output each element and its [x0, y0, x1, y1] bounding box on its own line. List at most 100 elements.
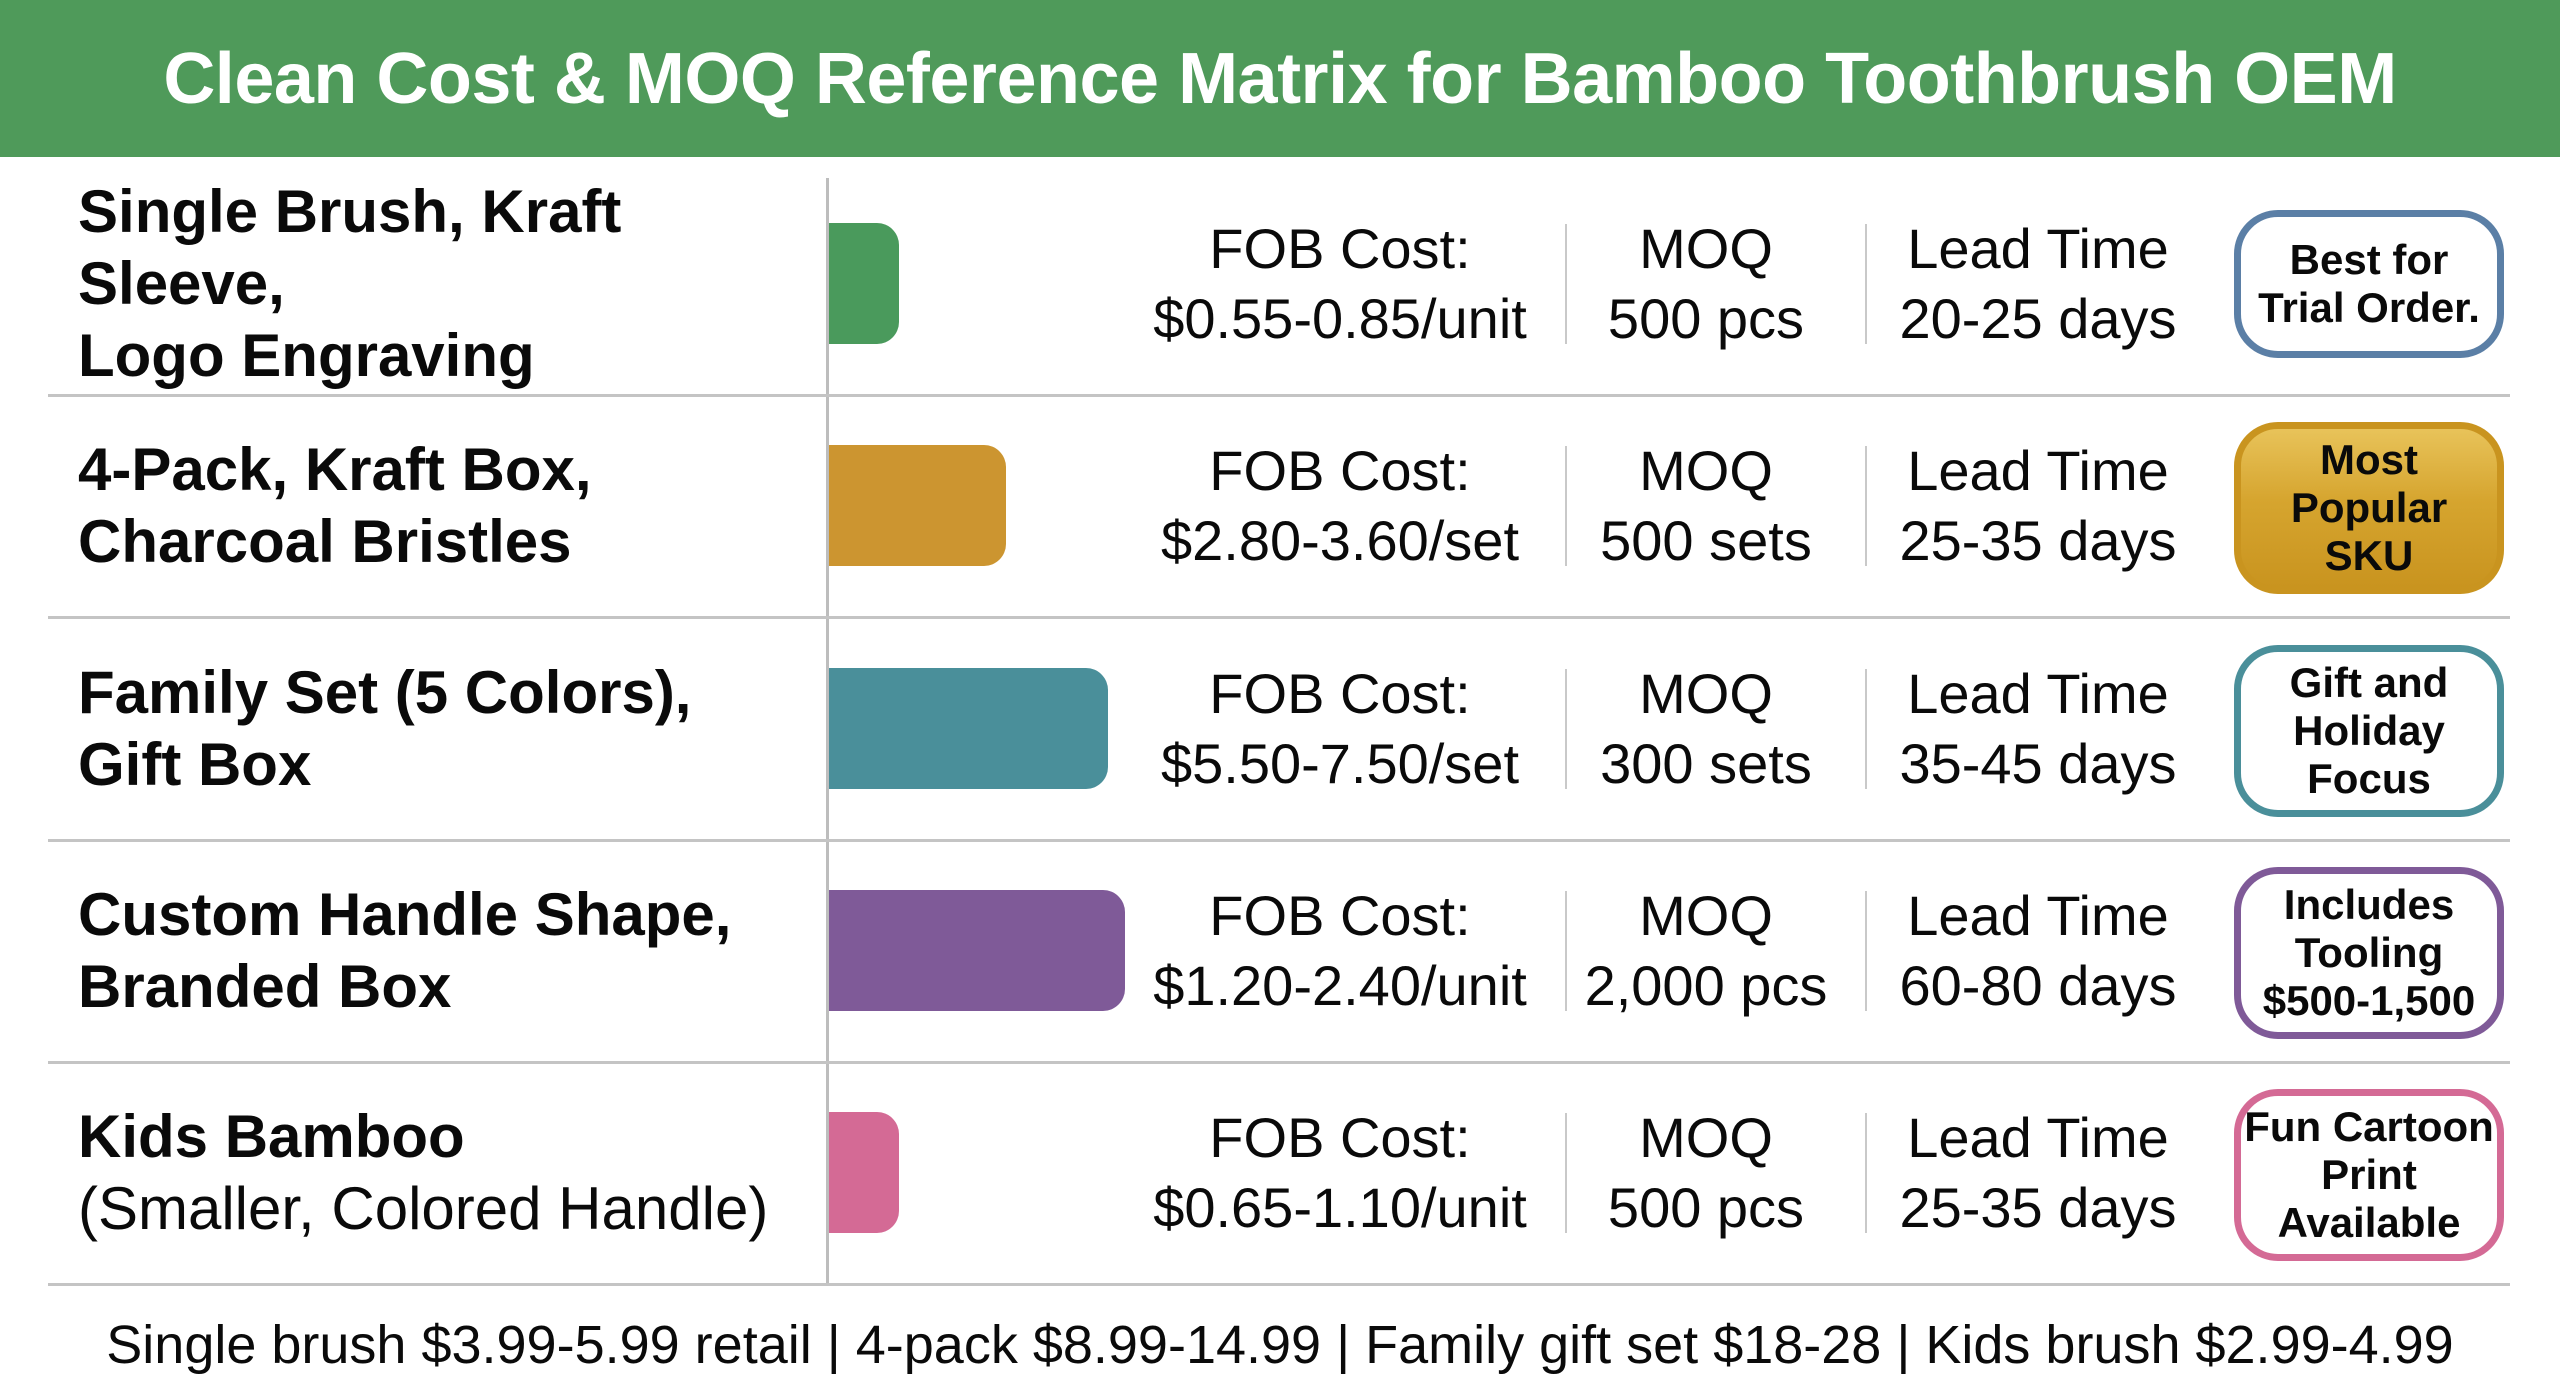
fob-cost-value: $1.20-2.40/unit — [1153, 953, 1527, 1017]
product-label-line1: Family Set (5 Colors), — [78, 658, 692, 726]
table-row: Custom Handle Shape, Branded Box FOB Cost:… — [0, 839, 2560, 1064]
badge-text-line: Focus — [2307, 755, 2431, 802]
label-column-divider — [826, 178, 829, 1284]
lead-time-label: Lead Time — [1907, 216, 2169, 280]
cost-bar — [829, 223, 899, 344]
table-row: Family Set (5 Colors), Gift Box FOB Cost: $… — [0, 617, 2560, 842]
moq-label: MOQ — [1639, 1105, 1773, 1169]
fob-cost-label: FOB Cost: — [1209, 661, 1471, 725]
moq-value: 500 sets — [1600, 508, 1812, 572]
product-label: Kids Bamboo (Smaller, Colored Handle) — [78, 1061, 818, 1284]
fob-cost-label: FOB Cost: — [1209, 438, 1471, 502]
note-badge: Best for Trial Order. — [2234, 210, 2504, 358]
column-separator — [1565, 891, 1567, 1011]
lead-time-value: 25-35 days — [1899, 508, 2177, 572]
fob-cost-cell: FOB Cost: $0.55-0.85/unit — [1130, 172, 1550, 395]
product-label: Custom Handle Shape, Branded Box — [78, 839, 818, 1062]
product-label-line1: Kids Bamboo — [78, 1102, 465, 1170]
cost-bar — [829, 890, 1125, 1011]
fob-cost-label: FOB Cost: — [1209, 216, 1471, 280]
moq-cell: MOQ 500 pcs — [1568, 172, 1844, 395]
product-label-line2: Logo Engraving — [78, 321, 535, 389]
product-label-line1: Custom Handle Shape, — [78, 880, 732, 948]
moq-label: MOQ — [1639, 883, 1773, 947]
badge-text-line: Holiday — [2293, 707, 2445, 754]
moq-cell: MOQ 500 sets — [1568, 394, 1844, 617]
product-label-line2: Charcoal Bristles — [78, 507, 572, 575]
column-separator — [1565, 224, 1567, 344]
fob-cost-cell: FOB Cost: $1.20-2.40/unit — [1130, 839, 1550, 1062]
badge-text-line: Trial Order. — [2258, 284, 2480, 331]
product-label-line1: Single Brush, Kraft Sleeve, — [78, 177, 622, 317]
cost-bar — [829, 1112, 899, 1233]
badge-text-line: Gift and — [2289, 659, 2449, 706]
badge-text-line: Tooling — [2294, 929, 2444, 976]
table-row: Single Brush, Kraft Sleeve, Logo Engravin… — [0, 172, 2560, 397]
product-label-line2: (Smaller, Colored Handle) — [78, 1174, 769, 1242]
moq-value: 500 pcs — [1607, 286, 1805, 350]
table-row: Kids Bamboo (Smaller, Colored Handle) FOB … — [0, 1061, 2560, 1286]
lead-time-value: 25-35 days — [1899, 1175, 2177, 1239]
moq-label: MOQ — [1639, 438, 1773, 502]
lead-time-label: Lead Time — [1907, 661, 2169, 725]
product-label: 4-Pack, Kraft Box, Charcoal Bristles — [78, 394, 818, 617]
note-badge: Gift and Holiday Focus — [2234, 645, 2504, 817]
fob-cost-value: $5.50-7.50/set — [1160, 731, 1520, 795]
lead-time-value: 20-25 days — [1899, 286, 2177, 350]
note-badge: Most Popular SKU — [2234, 422, 2504, 594]
badge-text-line: Print — [2321, 1151, 2417, 1198]
product-label-line2: Branded Box — [78, 952, 452, 1020]
cost-bar — [829, 445, 1006, 566]
lead-time-cell: Lead Time 25-35 days — [1868, 1061, 2208, 1284]
column-separator — [1865, 669, 1867, 789]
lead-time-cell: Lead Time 25-35 days — [1868, 394, 2208, 617]
lead-time-value: 35-45 days — [1899, 731, 2177, 795]
title-banner: Clean Cost & MOQ Reference Matrix for Ba… — [0, 0, 2560, 157]
fob-cost-value: $2.80-3.60/set — [1160, 508, 1520, 572]
product-label-line2: Gift Box — [78, 730, 312, 798]
lead-time-cell: Lead Time 20-25 days — [1868, 172, 2208, 395]
lead-time-value: 60-80 days — [1899, 953, 2177, 1017]
lead-time-label: Lead Time — [1907, 438, 2169, 502]
page-title: Clean Cost & MOQ Reference Matrix for Ba… — [163, 38, 2397, 119]
lead-time-cell: Lead Time 60-80 days — [1868, 839, 2208, 1062]
product-label: Family Set (5 Colors), Gift Box — [78, 617, 818, 840]
moq-label: MOQ — [1639, 661, 1773, 725]
badge-text-line: Includes — [2283, 881, 2455, 928]
retail-price-footnote: Single brush $3.99-5.99 retail | 4-pack … — [106, 1315, 2454, 1375]
lead-time-cell: Lead Time 35-45 days — [1868, 617, 2208, 840]
moq-value: 300 sets — [1600, 731, 1812, 795]
fob-cost-cell: FOB Cost: $2.80-3.60/set — [1130, 394, 1550, 617]
table-row: 4-Pack, Kraft Box, Charcoal Bristles FOB C… — [0, 394, 2560, 619]
column-separator — [1565, 669, 1567, 789]
column-separator — [1865, 1113, 1867, 1233]
moq-cell: MOQ 2,000 pcs — [1568, 839, 1844, 1062]
moq-cell: MOQ 300 sets — [1568, 617, 1844, 840]
fob-cost-cell: FOB Cost: $0.65-1.10/unit — [1130, 1061, 1550, 1284]
badge-text-line: Popular — [2290, 484, 2448, 531]
badge-text-line: Most — [2320, 436, 2418, 483]
badge-text-line: Best for — [2289, 236, 2449, 283]
moq-cell: MOQ 500 pcs — [1568, 1061, 1844, 1284]
moq-value: 2,000 pcs — [1584, 953, 1828, 1017]
column-separator — [1565, 446, 1567, 566]
badge-text-line: $500-1,500 — [2262, 977, 2476, 1024]
column-separator — [1865, 446, 1867, 566]
note-badge: Includes Tooling $500-1,500 — [2234, 867, 2504, 1039]
fob-cost-cell: FOB Cost: $5.50-7.50/set — [1130, 617, 1550, 840]
product-label-line1: 4-Pack, Kraft Box, — [78, 435, 592, 503]
lead-time-label: Lead Time — [1907, 883, 2169, 947]
fob-cost-value: $0.55-0.85/unit — [1153, 286, 1527, 350]
fob-cost-label: FOB Cost: — [1209, 883, 1471, 947]
fob-cost-value: $0.65-1.10/unit — [1153, 1175, 1527, 1239]
note-badge: Fun Cartoon Print Available — [2234, 1089, 2504, 1261]
moq-label: MOQ — [1639, 216, 1773, 280]
product-label: Single Brush, Kraft Sleeve, Logo Engravin… — [78, 172, 818, 395]
lead-time-label: Lead Time — [1907, 1105, 2169, 1169]
column-separator — [1865, 224, 1867, 344]
badge-text-line: Available — [2277, 1199, 2461, 1246]
fob-cost-label: FOB Cost: — [1209, 1105, 1471, 1169]
row-divider — [48, 1061, 2510, 1064]
column-separator — [1565, 1113, 1567, 1233]
column-separator — [1865, 891, 1867, 1011]
